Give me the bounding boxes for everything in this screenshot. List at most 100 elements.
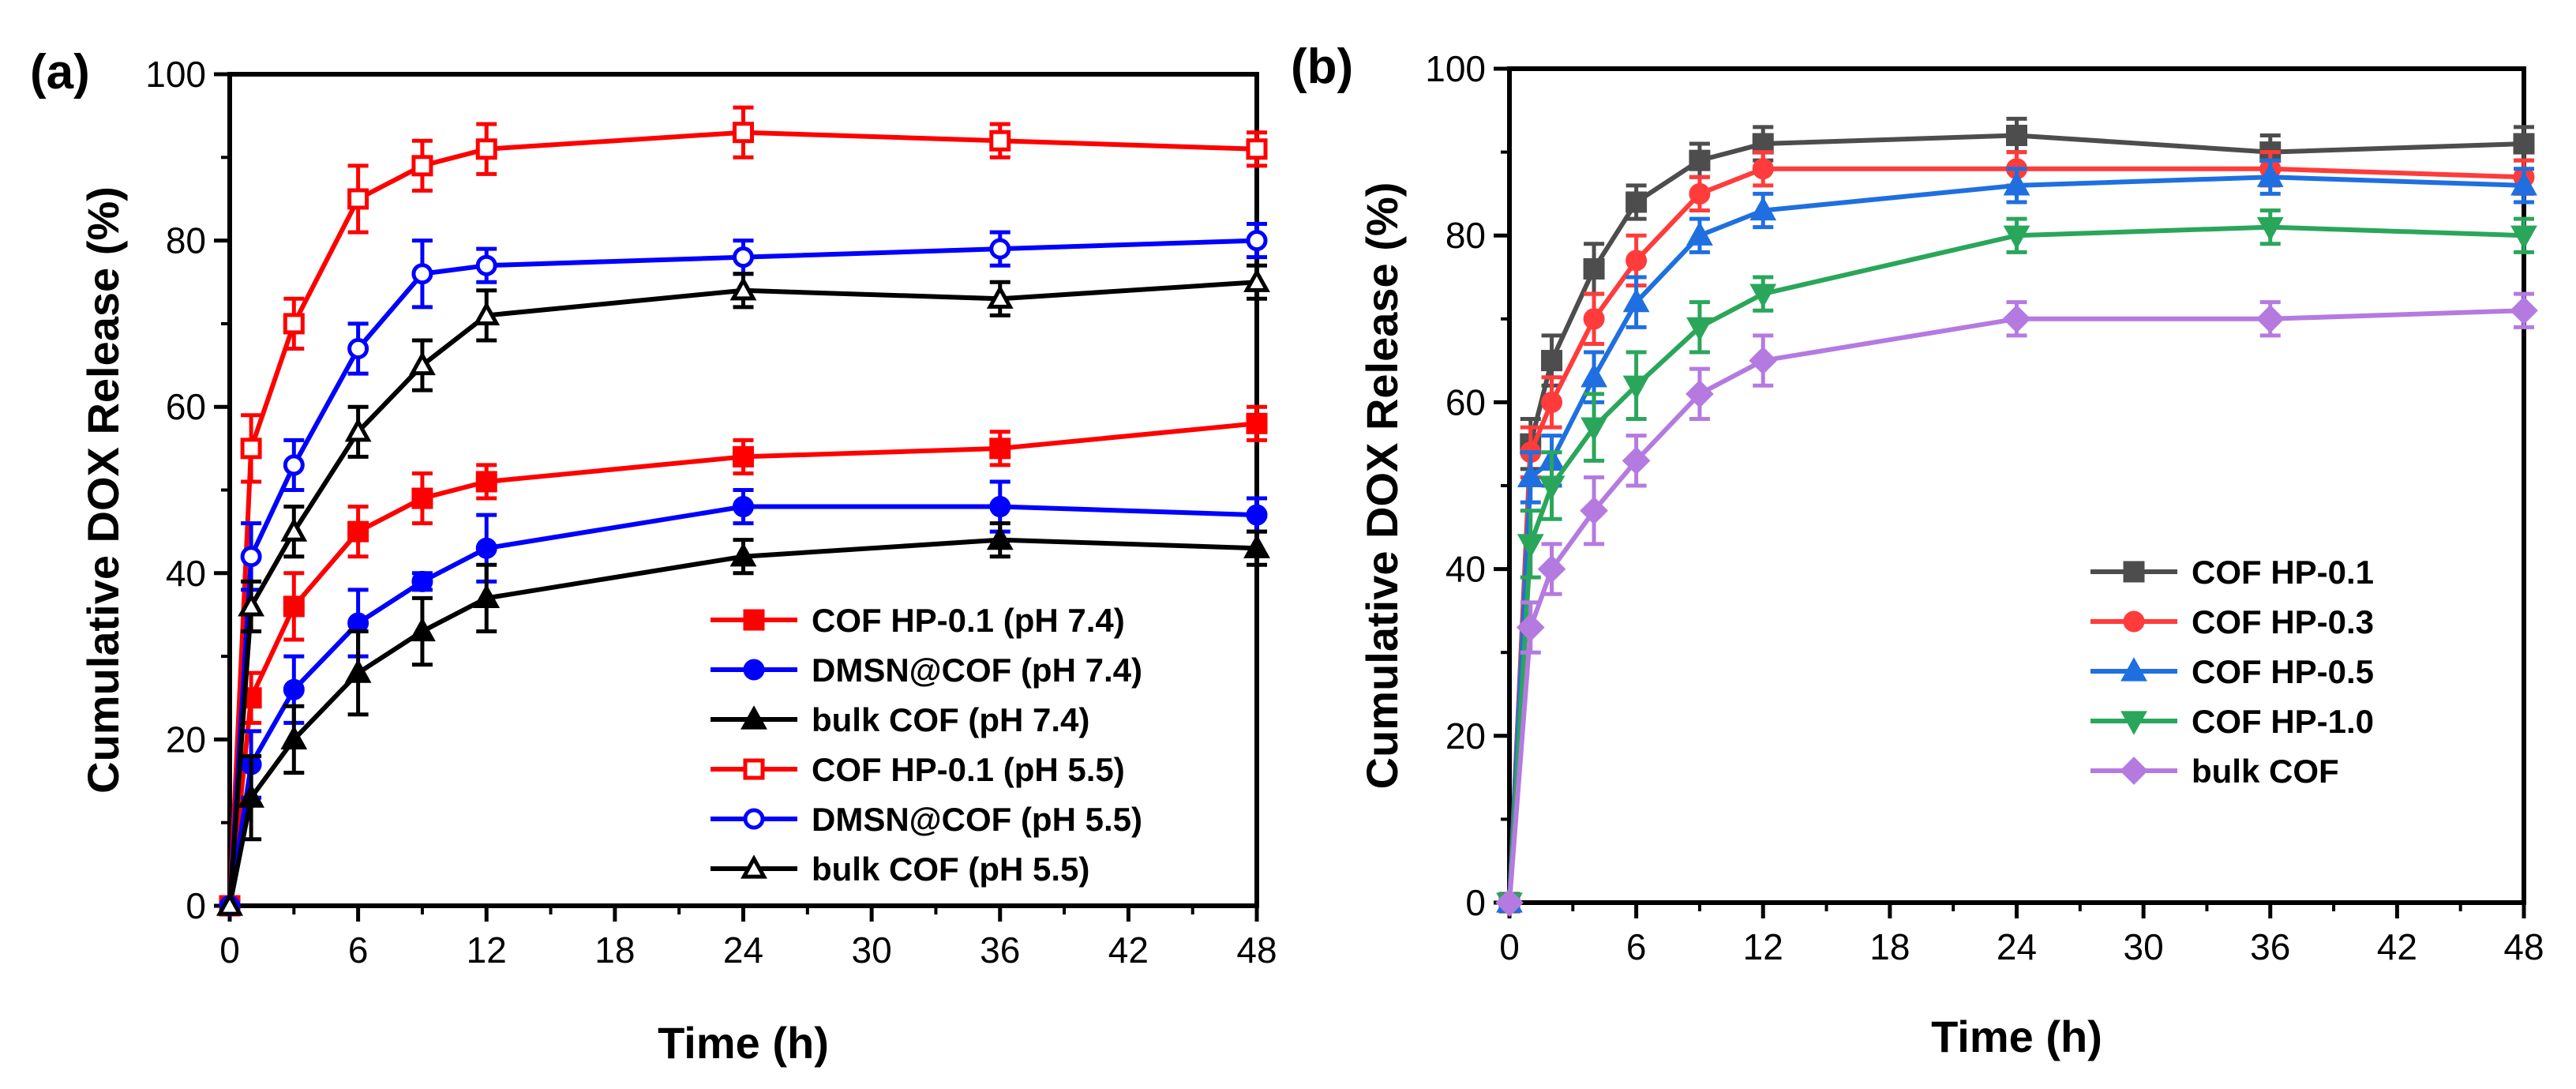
legend-label: COF HP-0.3 — [2192, 603, 2374, 640]
legend-marker — [2120, 711, 2147, 735]
data-point — [733, 122, 754, 144]
x-tick-label: 24 — [723, 929, 763, 971]
x-axis-ticks: 0 6 12 18 24 30 36 42 48 — [1499, 903, 2544, 967]
y-tick-label: 60 — [166, 386, 206, 427]
data-point — [2256, 163, 2284, 187]
legend: COF HP-0.1 COF HP-0.3 COF HP-0.5 COF HP-1.0… — [2090, 554, 2374, 790]
data-point — [1537, 554, 1566, 584]
x-tick-label: 36 — [980, 929, 1020, 971]
data-point — [1541, 350, 1563, 372]
data-point — [411, 487, 433, 509]
data-point — [347, 337, 369, 359]
series-line — [1507, 308, 2525, 903]
x-tick-label: 24 — [1997, 926, 2037, 967]
data-point — [1685, 380, 1714, 408]
data-point — [1580, 496, 1608, 525]
series-bulk-cof — [1495, 291, 2538, 917]
x-tick-label: 6 — [348, 929, 369, 971]
data-point — [1686, 221, 1713, 246]
y-tick-label: 20 — [166, 719, 206, 760]
data-point — [989, 437, 1011, 460]
data-point — [1752, 158, 1774, 180]
legend-marker — [2123, 610, 2145, 633]
data-point — [1246, 504, 1268, 526]
data-point — [989, 238, 1011, 260]
x-tick-label: 18 — [1869, 926, 1910, 967]
data-point — [475, 471, 497, 493]
legend-marker — [2120, 757, 2148, 785]
y-tick-label: 0 — [1465, 882, 1486, 923]
y-tick-label: 60 — [1445, 381, 1486, 422]
data-point — [475, 537, 497, 559]
data-point — [347, 520, 369, 543]
x-axis-title: Time (h) — [1931, 1012, 2102, 1061]
legend-label: bulk COF — [2192, 753, 2339, 790]
data-point — [411, 570, 433, 592]
data-point — [1583, 308, 1605, 330]
data-point — [280, 517, 308, 542]
data-point — [1580, 362, 1607, 388]
data-point — [733, 445, 754, 468]
data-point — [989, 130, 1011, 152]
series-line — [1507, 166, 2525, 903]
data-point — [347, 612, 369, 634]
data-point — [411, 155, 433, 177]
series-cof-hp-0-1-ph-5-5 — [219, 105, 1268, 917]
data-point — [1686, 317, 1713, 342]
data-point — [238, 783, 265, 808]
data-point — [733, 246, 754, 268]
data-point — [986, 525, 1014, 550]
legend-marker — [743, 609, 765, 631]
data-point — [1517, 534, 1544, 558]
data-point — [2510, 225, 2537, 250]
series-bulk-cof-ph-7-4 — [216, 521, 1270, 916]
data-point — [1246, 138, 1268, 160]
series-line — [227, 537, 1258, 907]
x-tick-label: 48 — [2503, 926, 2544, 967]
x-tick-label: 42 — [2377, 926, 2417, 967]
series-cof-hp-0-3 — [1498, 150, 2535, 914]
y-tick-label: 100 — [145, 54, 206, 95]
y-tick-label: 100 — [1425, 48, 1486, 89]
x-tick-label: 12 — [1743, 926, 1783, 967]
y-axis-title: Cumulative DOX Release (%) — [1357, 182, 1407, 790]
data-point — [729, 276, 757, 301]
panel-label: (b) — [1291, 39, 1353, 94]
legend-label: COF HP-0.1 (pH 7.4) — [812, 602, 1125, 639]
data-point — [1689, 149, 1711, 171]
data-point — [283, 313, 305, 335]
data-point — [2510, 171, 2537, 196]
legend-label: bulk COF (pH 7.4) — [812, 701, 1089, 738]
data-point — [344, 659, 372, 683]
data-point — [240, 546, 262, 568]
data-point — [1495, 888, 1524, 917]
data-point — [216, 892, 243, 916]
x-tick-label: 12 — [467, 929, 507, 971]
series-line — [1507, 175, 2525, 903]
data-point — [986, 284, 1014, 309]
panel-b-chart: (b) 0 6 12 18 24 30 36 42 48 0 20 40 60 80 100 Time (h) C… — [1291, 39, 2544, 1061]
y-tick-label: 20 — [1445, 715, 1486, 757]
y-tick-label: 40 — [1445, 549, 1486, 590]
data-point — [1516, 613, 1545, 642]
legend-marker — [741, 854, 767, 879]
series-bulk-cof-ph-5-5 — [216, 263, 1270, 916]
y-axis-ticks: 0 20 40 60 80 100 — [145, 54, 230, 926]
data-point — [2513, 133, 2535, 155]
y-tick-label: 80 — [1445, 215, 1486, 256]
data-point — [1541, 391, 1563, 413]
panel-a-chart: (a) 0 6 12 18 24 30 36 42 48 0 20 40 60 80 100 Time (h) C… — [30, 45, 1277, 1068]
series-cof-hp-1-0 — [1496, 208, 2537, 917]
data-point — [283, 678, 305, 700]
data-point — [411, 263, 433, 285]
data-point — [1625, 250, 1648, 272]
x-tick-label: 48 — [1236, 929, 1277, 971]
data-point — [475, 254, 497, 276]
y-tick-label: 80 — [166, 220, 206, 261]
data-point — [1749, 284, 1777, 308]
legend-label: DMSN@COF (pH 7.4) — [812, 652, 1142, 689]
legend-marker — [741, 705, 767, 730]
data-point — [1246, 230, 1268, 252]
data-point — [1583, 257, 1605, 280]
